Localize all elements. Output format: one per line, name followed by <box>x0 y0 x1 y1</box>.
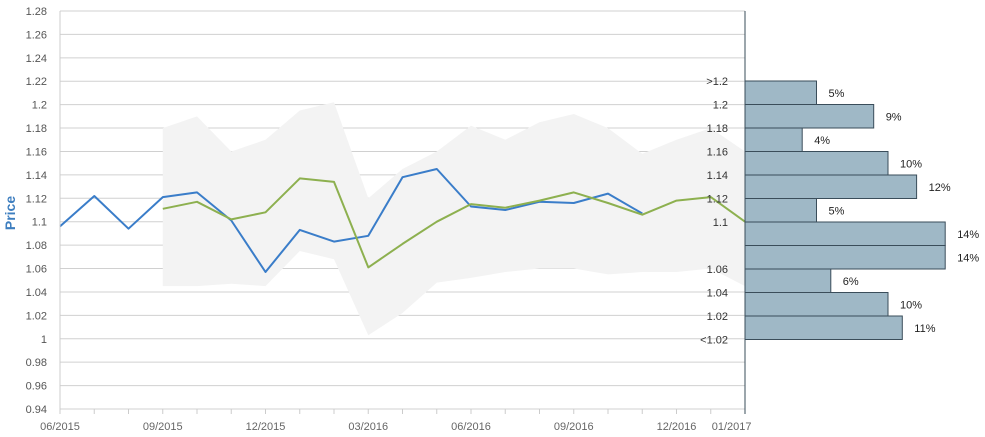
historical-price-line <box>59 168 643 273</box>
y-tick-label: 1.28 <box>26 6 47 18</box>
histogram-bar <box>744 151 889 176</box>
histogram-percent-label: 4% <box>814 135 830 147</box>
x-tick-label: 06/2016 <box>451 421 491 433</box>
x-tick-label: 06/2015 <box>40 421 80 433</box>
histogram-bar <box>744 245 946 270</box>
distribution-bin-label: 1.18 <box>707 123 728 135</box>
distribution-bin-label: 1.04 <box>707 288 728 300</box>
x-tick-label: 09/2015 <box>143 421 183 433</box>
y-tick-label: 1.24 <box>26 53 47 65</box>
histogram-bar <box>744 292 889 317</box>
distribution-bin-label: 1.06 <box>707 264 728 276</box>
y-tick-label: 1.14 <box>26 170 47 182</box>
y-tick-label: 1.2 <box>32 100 47 112</box>
histogram-bar <box>744 268 832 293</box>
confidence-band <box>162 102 746 336</box>
x-tick-label: 03/2016 <box>348 421 388 433</box>
y-tick-label: 1.04 <box>26 287 47 299</box>
histogram-percent-label: 12% <box>929 182 951 194</box>
x-tick-label: 12/2016 <box>657 421 697 433</box>
y-tick-label: 1.06 <box>26 264 47 276</box>
histogram-percent-label: 14% <box>957 229 979 241</box>
histogram-bar <box>744 315 903 340</box>
histogram-percent-label: 5% <box>829 206 845 218</box>
histogram-percent-label: 11% <box>914 323 935 335</box>
distribution-bin-label: 1.1 <box>713 217 728 229</box>
y-tick-label: 1.08 <box>26 240 47 252</box>
histogram-bar <box>744 174 918 199</box>
y-axis-title: Price <box>2 196 18 230</box>
distribution-bin-label: 1.16 <box>707 147 728 159</box>
histogram-bar <box>744 127 803 152</box>
distribution-bin-label: >1.2 <box>706 76 728 88</box>
y-tick-label: 1.02 <box>26 310 47 322</box>
x-tick-label: 09/2016 <box>554 421 594 433</box>
y-tick-label: 0.94 <box>26 404 47 416</box>
y-tick-label: 1.12 <box>26 193 47 205</box>
y-tick-label: 1.22 <box>26 76 47 88</box>
band-area <box>162 102 746 336</box>
forecast-price-line <box>162 177 746 269</box>
y-tick-label: 1.26 <box>26 29 47 41</box>
axes: 0.94 0.96 0.98 1 1.02 1.04 1.06 1.08 1.1 1.12 1.14… <box>26 6 752 433</box>
series-lines <box>59 168 746 273</box>
distribution-bin-label: <1.02 <box>700 335 728 347</box>
histogram-percent-label: 14% <box>957 253 979 265</box>
y-tick-label: 1.16 <box>26 146 47 158</box>
histogram-percent-label: 10% <box>900 159 922 171</box>
histogram-percent-label: 6% <box>843 276 859 288</box>
y-tick-label: 0.98 <box>26 357 47 369</box>
histogram-bar <box>744 104 875 129</box>
histogram-bar <box>744 198 817 223</box>
x-tick-label: 01/2017 <box>712 421 752 433</box>
y-tick-label: 0.96 <box>26 381 47 393</box>
distribution-bin-label: 1.12 <box>707 194 728 206</box>
histogram-percent-label: 9% <box>886 112 902 124</box>
histogram-bar <box>744 221 946 246</box>
y-tick-label: 1 <box>41 334 47 346</box>
distribution-bin-label: 1.2 <box>713 100 728 112</box>
x-tick-label: 12/2015 <box>246 421 286 433</box>
histogram-percent-label: 5% <box>829 88 845 100</box>
histogram-bar <box>744 80 817 105</box>
distribution-histogram: 5% >1.2 9% 1.2 4% 1.18 10% 1.16 12% 1.14 5% 1.12 14%… <box>700 76 979 347</box>
y-tick-label: 1.1 <box>32 217 47 229</box>
distribution-bin-label: 1.02 <box>707 311 728 323</box>
histogram-percent-label: 10% <box>900 300 922 312</box>
distribution-bin-label: 1.14 <box>707 170 728 182</box>
y-tick-label: 1.18 <box>26 123 47 135</box>
